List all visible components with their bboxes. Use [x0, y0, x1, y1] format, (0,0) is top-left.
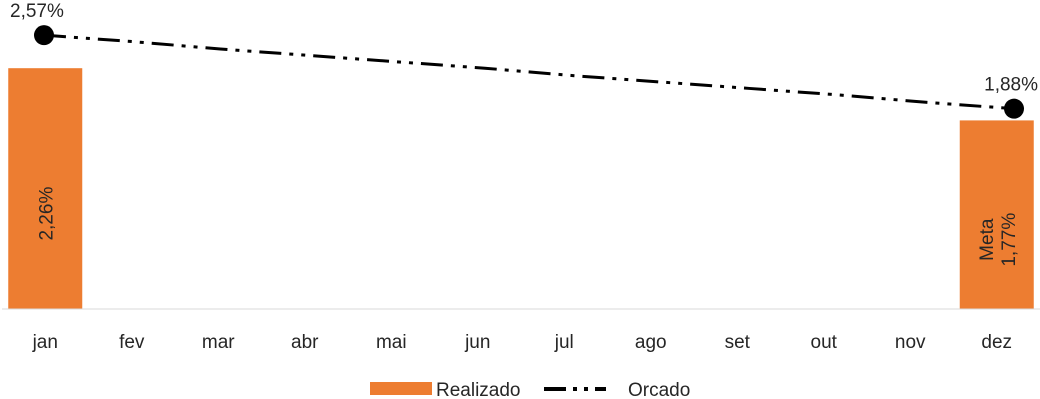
bar-dez	[959, 120, 1034, 310]
x-tick-mar: mar	[202, 332, 235, 353]
orcado-point-dez	[1004, 98, 1024, 119]
orcado-line-layer: 2,57% 1,88%	[10, 1, 1038, 119]
x-tick-jun: jun	[464, 332, 490, 353]
x-tick-mai: mai	[376, 332, 407, 353]
bar-label-jan: 2,26%	[36, 187, 57, 241]
legend-label-realizado: Realizado	[436, 380, 521, 399]
x-tick-abr: abr	[291, 332, 319, 353]
orcado-label-dez: 1,88%	[984, 75, 1038, 96]
x-tick-set: set	[725, 332, 751, 353]
x-tick-dez: dez	[981, 332, 1012, 353]
orcado-point-jan	[34, 25, 54, 46]
legend-swatch-realizado	[370, 382, 432, 395]
legend: Realizado Orcado	[370, 380, 690, 399]
x-axis-ticks: jan fev mar abr mai jun jul ago set out nov dez	[32, 332, 1013, 353]
x-tick-nov: nov	[895, 332, 926, 353]
orcado-label-jan: 2,57%	[10, 1, 64, 22]
x-tick-out: out	[811, 332, 838, 353]
x-tick-fev: fev	[119, 332, 145, 353]
x-tick-ago: ago	[635, 332, 667, 353]
bar-jan	[8, 68, 83, 309]
bars-layer: 2,26% Meta1,77%	[8, 68, 1034, 310]
x-tick-jan: jan	[32, 332, 58, 353]
bar-label-dez: Meta1,77%	[977, 213, 1020, 267]
orcado-line	[43, 33, 1015, 111]
legend-label-orcado: Orcado	[628, 380, 690, 399]
x-tick-jul: jul	[554, 332, 574, 353]
